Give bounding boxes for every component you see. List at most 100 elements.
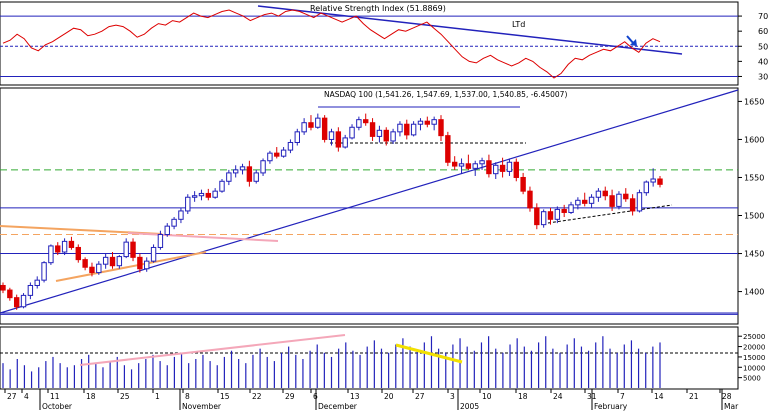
candle: [68, 236, 75, 250]
candle-body: [636, 192, 643, 212]
candle: [643, 180, 650, 196]
candle-body: [431, 119, 437, 125]
candle-body: [294, 131, 300, 143]
candle-body: [280, 149, 287, 157]
candle-body: [493, 164, 499, 175]
candle-body: [486, 160, 492, 175]
day-label: 7: [620, 392, 625, 401]
pink-trendline: [127, 232, 279, 242]
candle: [609, 189, 615, 211]
day-label: 22: [252, 392, 262, 401]
candle: [55, 242, 61, 256]
candle: [41, 261, 47, 283]
candle: [267, 150, 273, 164]
candle: [595, 188, 602, 202]
candle-body: [246, 166, 253, 182]
day-label: 11: [50, 392, 60, 401]
candle-body: [657, 178, 663, 185]
candle-body: [178, 210, 184, 220]
candle-body: [150, 246, 157, 262]
candle: [164, 223, 170, 237]
candle-body: [383, 129, 389, 142]
day-label: 28: [722, 392, 732, 401]
candle: [588, 194, 595, 208]
candle: [363, 113, 369, 126]
candle-body: [568, 204, 574, 213]
candle-body: [643, 181, 650, 194]
candle-body: [629, 198, 636, 212]
day-label: 25: [120, 392, 130, 401]
candle-body: [616, 193, 622, 207]
candle: [185, 194, 191, 214]
candle: [335, 127, 342, 152]
candle-body: [363, 119, 369, 124]
candle-body: [369, 122, 376, 137]
candle-body: [472, 163, 478, 169]
candle-body: [561, 208, 567, 213]
day-label: 4: [24, 392, 29, 401]
candle: [390, 128, 396, 145]
price-reference-lines: [0, 169, 738, 315]
candle: [144, 257, 150, 272]
candle: [397, 121, 403, 137]
candle-body: [540, 211, 547, 226]
candle: [212, 188, 218, 199]
candle-body: [274, 152, 280, 157]
rsi-tick-label: 40: [758, 57, 768, 66]
candle: [356, 116, 362, 131]
candle-body: [534, 207, 540, 226]
candle: [315, 113, 321, 129]
candle: [383, 127, 389, 146]
candle: [561, 204, 567, 218]
candle: [13, 294, 20, 310]
candle: [342, 134, 348, 149]
candle: [301, 118, 307, 135]
candle-body: [27, 284, 34, 296]
month-label: Mar: [724, 402, 739, 411]
candle-body: [287, 141, 294, 151]
day-label: 24: [553, 392, 563, 401]
candle-body: [198, 192, 205, 197]
candle: [479, 157, 485, 170]
candle: [431, 116, 437, 131]
candle: [253, 169, 259, 184]
rsi-panel-frame: [0, 1, 739, 86]
day-label: 14: [654, 392, 664, 401]
candle-body: [219, 180, 225, 192]
candle-body: [321, 117, 328, 140]
candle-body: [458, 163, 465, 167]
candle-body: [130, 241, 136, 258]
candle-body: [48, 245, 54, 264]
rsi-tick-label: 50: [758, 42, 768, 51]
candle-body: [315, 117, 321, 128]
candle-body: [356, 119, 362, 128]
candle-body: [102, 256, 109, 265]
candle: [123, 238, 129, 259]
day-label: 20: [384, 392, 394, 401]
candle-body: [164, 225, 170, 236]
day-label: 29: [285, 392, 295, 401]
candle: [102, 253, 109, 269]
candle-body: [547, 211, 554, 220]
candle: [89, 262, 95, 277]
rsi-title: Relative Strength Index (51.8869): [310, 4, 446, 13]
day-label: 27: [415, 392, 425, 401]
price-panel: NASDAQ 100 (1,541.26, 1,547.69, 1,537.00…: [0, 87, 764, 325]
candle-body: [226, 172, 232, 182]
candle: [520, 172, 526, 195]
volume-tick-label: 10000: [743, 364, 765, 372]
candle-body: [479, 160, 485, 165]
candle-body: [205, 192, 212, 198]
candle: [527, 186, 533, 212]
candle: [438, 115, 444, 141]
candle-body: [41, 262, 47, 281]
month-label: 2005: [460, 402, 479, 411]
candle-body: [68, 240, 75, 248]
day-label: 8: [185, 392, 190, 401]
candle: [547, 207, 554, 225]
rising-support-dotted: [547, 204, 673, 224]
candle: [137, 253, 143, 273]
candle: [198, 189, 205, 201]
candle: [280, 147, 287, 158]
time-axis: 2741118251815222961320273101824317142128…: [0, 388, 739, 411]
